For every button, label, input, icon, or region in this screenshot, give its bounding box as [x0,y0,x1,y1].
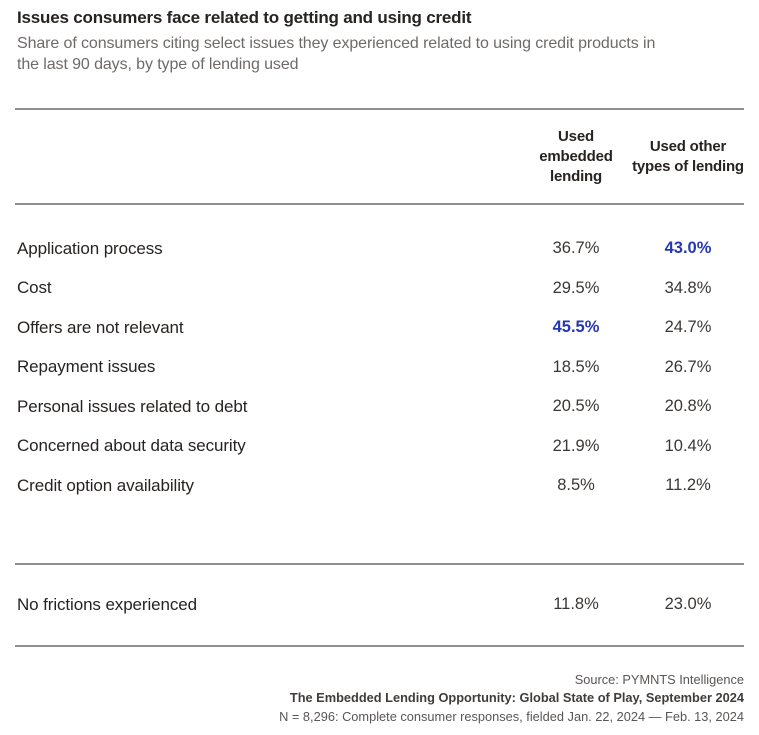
row-label: Personal issues related to debt [17,396,248,416]
page-subtitle: Share of consumers citing select issues … [17,35,656,73]
row-label: Credit option availability [17,475,194,495]
figure-footer: Source: PYMNTS Intelligence The Embedded… [15,671,744,727]
row-label: Application process [17,238,163,258]
table-header-row: Used embedded lending Used other types o… [15,110,744,203]
table-row-application-process: Application process 36.7% 43.0% [15,229,744,269]
table-row-data-security: Concerned about data security 21.9% 10.4… [15,427,744,467]
table-row-offers-not-relevant: Offers are not relevant 45.5% 24.7% [15,308,744,348]
row-label: Repayment issues [17,357,156,377]
cell-embedded: 20.5% [552,397,600,416]
table-row-cost: Cost 29.5% 34.8% [15,269,744,309]
sample-note-line: N = 8,296: Complete consumer responses, … [279,708,744,724]
cell-other: 34.8% [664,278,712,297]
divider-bottom [15,644,744,647]
divider-top [15,108,744,110]
page-title: Issues consumers face related to getting… [17,8,472,27]
cell-other: 26.7% [664,357,712,376]
row-label: Cost [17,278,52,298]
table-row-repayment-issues: Repayment issues 18.5% 26.7% [15,348,744,388]
cell-other: 24.7% [664,318,712,337]
cell-embedded: 36.7% [552,239,600,258]
table-body: Application process 36.7% 43.0% Cost 29.… [15,205,744,563]
row-label: Offers are not relevant [17,317,184,337]
cell-embedded: 18.5% [552,357,600,376]
row-label: Concerned about data security [17,436,246,456]
cell-embedded: 21.9% [552,436,600,455]
column-header-other-lending: Used other types of lending [632,137,744,175]
cell-other-highlighted: 43.0% [664,239,712,258]
table-row-personal-issues: Personal issues related to debt 20.5% 20… [15,387,744,427]
cell-embedded: 8.5% [557,476,595,495]
cell-other: 20.8% [664,397,712,416]
table-row-no-frictions: No frictions experienced 11.8% 23.0% [15,565,744,645]
cell-embedded: 29.5% [552,278,600,297]
cell-other: 23.0% [664,595,712,613]
cell-embedded-highlighted: 45.5% [552,318,600,337]
cell-other: 11.2% [665,476,711,495]
table-row-credit-option-availability: Credit option availability 8.5% 11.2% [15,466,744,506]
divider-summary-top [15,562,744,565]
report-title-line: The Embedded Lending Opportunity: Global… [289,690,744,705]
cell-other: 10.4% [664,436,712,455]
cell-embedded: 11.8% [553,595,599,613]
column-header-embedded-lending: Used embedded lending [539,127,613,185]
row-label: No frictions experienced [17,594,197,614]
divider-header [15,203,744,205]
source-line: Source: PYMNTS Intelligence [574,671,744,687]
